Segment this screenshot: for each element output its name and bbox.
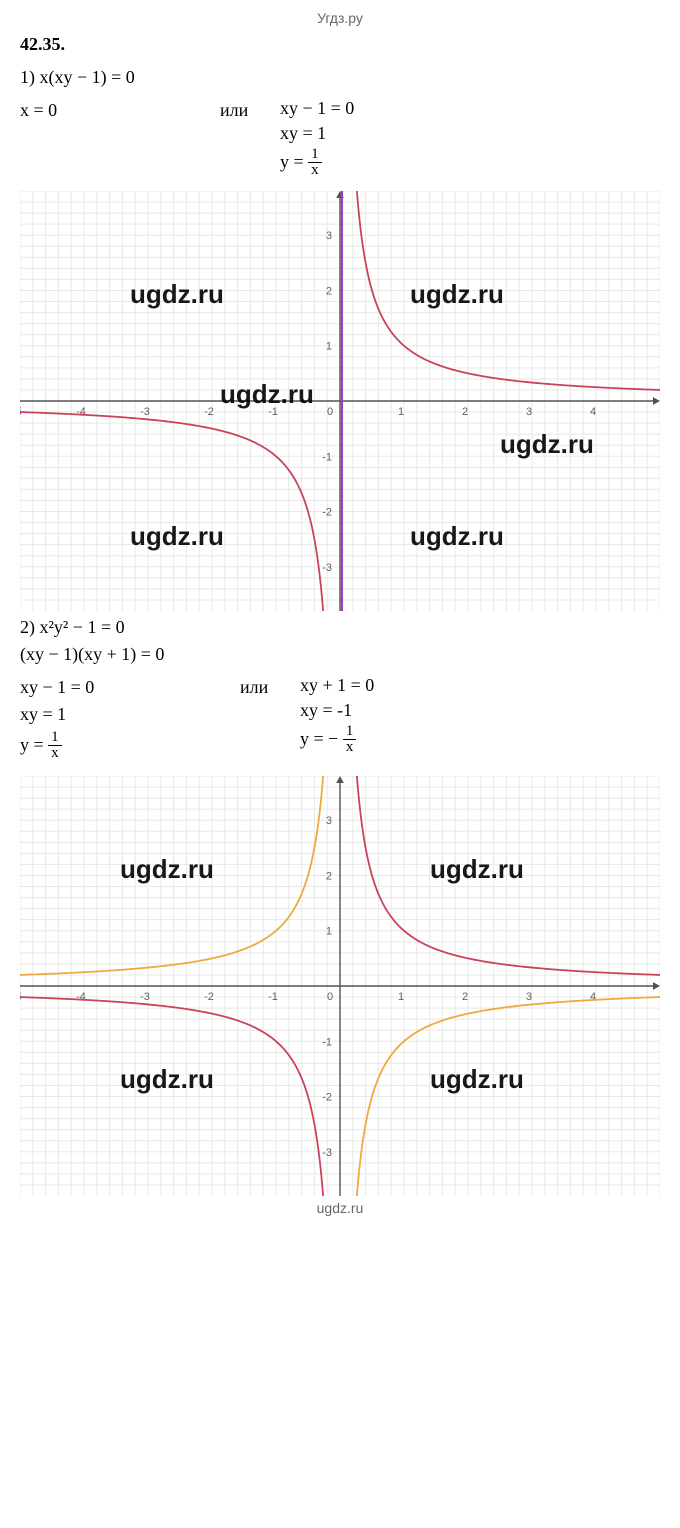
part2-equation: 2) x²y² − 1 = 0 — [20, 617, 660, 638]
part2-factored: (xy − 1)(xy + 1) = 0 — [20, 644, 660, 665]
minus-sign: − — [328, 729, 343, 749]
svg-text:-3: -3 — [322, 1147, 332, 1159]
svg-text:1: 1 — [326, 341, 332, 353]
svg-text:-1: -1 — [322, 451, 332, 463]
frac-lead: y = — [300, 729, 328, 749]
part2-right-1: xy + 1 = 0 — [300, 675, 660, 696]
chart1-container: -5-4-3-2-101234-3-2-1123ugdz.ruugdz.ruug… — [20, 191, 660, 611]
svg-text:-3: -3 — [140, 406, 150, 418]
svg-text:2: 2 — [462, 406, 468, 418]
frac-den: x — [48, 746, 62, 761]
problem-number: 42.35. — [20, 34, 660, 55]
svg-text:-4: -4 — [76, 991, 86, 1003]
fraction: 1x — [48, 730, 62, 761]
part1-right-1: xy − 1 = 0 — [280, 98, 660, 119]
part1-eq-text: x(xy − 1) = 0 — [40, 67, 135, 87]
svg-text:1: 1 — [398, 991, 404, 1003]
svg-text:-2: -2 — [322, 507, 332, 519]
chart2-container: -5-4-3-2-101234-3-2-1123ugdz.ruugdz.ruug… — [20, 776, 660, 1196]
part1-branches: x = 0 или xy − 1 = 0 xy = 1 y = 1x — [20, 94, 660, 183]
part1-or: или — [220, 100, 280, 121]
svg-text:-1: -1 — [322, 1036, 332, 1048]
part2-left-1: xy − 1 = 0 — [20, 677, 240, 698]
svg-text:-1: -1 — [268, 991, 278, 1003]
part2-eq-text: x²y² − 1 = 0 — [40, 617, 125, 637]
part1-equation: 1) x(xy − 1) = 0 — [20, 67, 660, 88]
part1-right-frac: y = 1x — [280, 148, 660, 179]
svg-text:3: 3 — [526, 991, 532, 1003]
frac-den: x — [308, 163, 322, 178]
part2-right-2: xy = -1 — [300, 700, 660, 721]
frac-lead: y = — [280, 152, 308, 172]
svg-text:4: 4 — [590, 406, 596, 418]
fraction: 1x — [308, 147, 322, 178]
fraction: 1x — [343, 724, 357, 755]
svg-text:1: 1 — [326, 926, 332, 938]
svg-text:4: 4 — [590, 991, 596, 1003]
svg-text:1: 1 — [398, 406, 404, 418]
part2-right-frac: y = − 1x — [300, 725, 660, 756]
frac-num: 1 — [308, 147, 322, 163]
svg-text:-3: -3 — [140, 991, 150, 1003]
svg-text:0: 0 — [327, 991, 333, 1003]
svg-text:3: 3 — [326, 815, 332, 827]
svg-text:-4: -4 — [76, 406, 86, 418]
svg-text:3: 3 — [326, 230, 332, 242]
part1-left: x = 0 — [20, 100, 220, 121]
chart-svg: -5-4-3-2-101234-3-2-1123 — [20, 776, 660, 1196]
svg-text:2: 2 — [326, 870, 332, 882]
frac-num: 1 — [48, 730, 62, 746]
site-header: Угдз.ру — [20, 10, 660, 26]
frac-den: x — [343, 740, 357, 755]
svg-text:-1: -1 — [268, 406, 278, 418]
part2-label: 2) — [20, 617, 35, 637]
frac-lead: y = — [20, 735, 48, 755]
part2-branches: xy − 1 = 0 xy = 1 y = 1x или xy + 1 = 0 … — [20, 671, 660, 768]
svg-text:2: 2 — [462, 991, 468, 1003]
svg-text:3: 3 — [526, 406, 532, 418]
svg-text:0: 0 — [327, 406, 333, 418]
svg-text:-3: -3 — [322, 562, 332, 574]
part2-left-2: xy = 1 — [20, 704, 240, 725]
part2-left-frac: y = 1x — [20, 731, 240, 762]
svg-text:-2: -2 — [204, 406, 214, 418]
svg-text:-2: -2 — [322, 1092, 332, 1104]
part1-right-2: xy = 1 — [280, 123, 660, 144]
site-footer: ugdz.ru — [20, 1200, 660, 1216]
part1-label: 1) — [20, 67, 35, 87]
part2-or: или — [240, 677, 300, 698]
chart-svg: -5-4-3-2-101234-3-2-1123 — [20, 191, 660, 611]
svg-text:-2: -2 — [204, 991, 214, 1003]
frac-num: 1 — [343, 724, 357, 740]
svg-text:2: 2 — [326, 285, 332, 297]
